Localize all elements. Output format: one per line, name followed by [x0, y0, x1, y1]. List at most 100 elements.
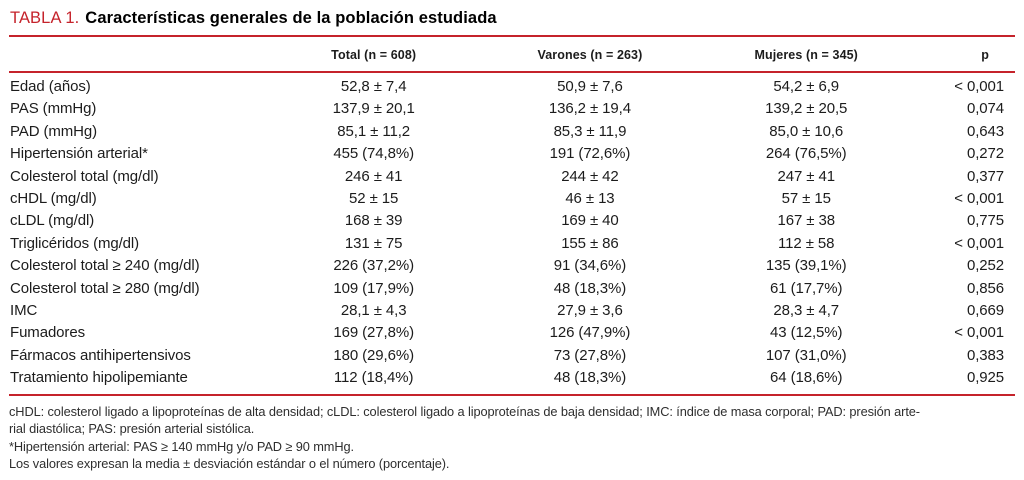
cell-p-value: 0,272: [966, 145, 1004, 163]
cell-varones: 85,3 ± 11,9: [553, 122, 627, 140]
table-row: Tratamiento hipolipemiante 112 (18,4%) 4…: [9, 367, 1015, 394]
footnote-abbreviations-line-1: cHDL: colesterol ligado a lipoproteínas …: [9, 403, 920, 419]
table-body: Edad (años) 52,8 ± 7,4 50,9 ± 7,6 54,2 ±…: [9, 72, 1015, 395]
cell-p-value: 0,856: [966, 279, 1004, 297]
table-row: cHDL (mg/dl) 52 ± 15 46 ± 13 57 ± 15 < 0…: [9, 188, 1015, 210]
row-label: Hipertensión arterial*: [10, 145, 148, 163]
cell-varones: 50,9 ± 7,6: [557, 78, 623, 95]
cell-total: 137,9 ± 20,1: [332, 100, 415, 118]
row-label: Triglicéridos (mg/dl): [10, 234, 140, 252]
cell-mujeres: 135 (39,1%): [765, 257, 847, 275]
cell-varones: 48 (18,3%): [553, 369, 627, 387]
cell-varones: 169 ± 40: [561, 212, 619, 230]
row-label: Colesterol total ≥ 240 (mg/dl): [10, 257, 200, 275]
table-title-text: Características generales de la població…: [85, 9, 497, 27]
row-label: IMC: [10, 302, 38, 320]
cell-mujeres: 57 ± 15: [781, 190, 831, 208]
cell-total: 180 (29,6%): [333, 346, 414, 364]
cell-p-value: < 0,001: [954, 78, 1004, 95]
cell-total: 131 ± 75: [344, 234, 403, 252]
cell-mujeres: 264 (76,5%): [765, 145, 847, 163]
cell-p-value: < 0,001: [954, 190, 1004, 208]
cell-mujeres: 139,2 ± 20,5: [765, 100, 848, 118]
cell-mujeres: 64 (18,6%): [770, 369, 843, 387]
cell-p-value: 0,669: [966, 302, 1004, 320]
cell-varones: 48 (18,3%): [553, 279, 627, 297]
row-label: Tratamiento hipolipemiante: [10, 369, 188, 387]
table-title: TABLA 1. Características generales de la …: [9, 6, 1015, 35]
cell-varones: 155 ± 86: [561, 234, 619, 252]
header-total: Total (n = 608): [265, 35, 482, 73]
cell-total: 168 ± 39: [344, 212, 403, 230]
header-row: Total (n = 608) Varones (n = 263) Mujere…: [9, 35, 1015, 73]
cell-total: 455 (74,8%): [333, 145, 414, 163]
characteristics-table: Total (n = 608) Varones (n = 263) Mujere…: [9, 35, 1015, 396]
cell-mujeres: 107 (31,0%): [765, 346, 847, 364]
cell-p-value: < 0,001: [954, 234, 1004, 252]
table-row: Fumadores 169 (27,8%) 126 (47,9%) 43 (12…: [9, 322, 1015, 344]
table-number-label: TABLA 1.: [10, 9, 80, 27]
table-footnotes: cHDL: colesterol ligado a lipoproteínas …: [9, 403, 1015, 473]
cell-mujeres: 61 (17,7%): [770, 279, 843, 297]
header-p-value: p: [914, 35, 1015, 73]
cell-mujeres: 112 ± 58: [778, 234, 835, 252]
row-label: Fumadores: [10, 324, 85, 342]
table-row: Triglicéridos (mg/dl) 131 ± 75 155 ± 86 …: [9, 233, 1015, 255]
cell-total: 246 ± 41: [344, 167, 403, 185]
header-varones: Varones (n = 263): [481, 35, 699, 73]
cell-p-value: 0,383: [966, 346, 1004, 364]
row-label: PAD (mmHg): [10, 122, 98, 140]
table-row: Hipertensión arterial* 455 (74,8%) 191 (…: [9, 143, 1015, 165]
cell-total: 112 (18,4%): [333, 369, 414, 387]
footnote-values-explanation: Los valores expresan la media ± desviaci…: [9, 455, 450, 471]
footnote-abbreviations-line-2: rial diastólica; PAS: presión arterial s…: [9, 421, 255, 437]
cell-varones: 244 ± 42: [561, 167, 619, 185]
cell-mujeres: 54,2 ± 6,9: [773, 78, 840, 95]
cell-p-value: 0,252: [966, 257, 1004, 275]
cell-total: 226 (37,2%): [333, 257, 414, 275]
cell-varones: 46 ± 13: [565, 190, 615, 208]
cell-p-value: 0,925: [966, 369, 1004, 387]
row-label: cHDL (mg/dl): [10, 190, 97, 208]
table-header: Total (n = 608) Varones (n = 263) Mujere…: [9, 35, 1015, 73]
table-row: PAD (mmHg) 85,1 ± 11,2 85,3 ± 11,9 85,0 …: [9, 121, 1015, 143]
row-label: Colesterol total (mg/dl): [10, 167, 159, 185]
table-row: Colesterol total ≥ 240 (mg/dl) 226 (37,2…: [9, 255, 1015, 277]
table-row: IMC 28,1 ± 4,3 27,9 ± 3,6 28,3 ± 4,7 0,6…: [9, 300, 1015, 322]
row-label: cLDL (mg/dl): [10, 212, 95, 230]
cell-varones: 136,2 ± 19,4: [548, 100, 631, 118]
cell-varones: 73 (27,8%): [553, 346, 627, 364]
cell-p-value: 0,775: [966, 212, 1004, 230]
row-label: Edad (años): [10, 78, 91, 95]
cell-total: 85,1 ± 11,2: [337, 122, 411, 140]
table-row: cLDL (mg/dl) 168 ± 39 169 ± 40 167 ± 38 …: [9, 210, 1015, 232]
cell-total: 52 ± 15: [349, 190, 399, 208]
cell-total: 109 (17,9%): [333, 279, 414, 297]
cell-total: 52,8 ± 7,4: [340, 78, 407, 95]
row-label: Colesterol total ≥ 280 (mg/dl): [10, 279, 200, 297]
header-mujeres: Mujeres (n = 345): [698, 35, 915, 73]
cell-total: 28,1 ± 4,3: [340, 302, 407, 320]
footnote-hypertension-definition: *Hipertensión arterial: PAS ≥ 140 mmHg y…: [9, 438, 354, 454]
cell-total: 169 (27,8%): [333, 324, 414, 342]
cell-p-value: 0,377: [966, 167, 1004, 185]
row-label: PAS (mmHg): [10, 100, 97, 118]
table-row: Colesterol total (mg/dl) 246 ± 41 244 ± …: [9, 166, 1015, 188]
table-row: Colesterol total ≥ 280 (mg/dl) 109 (17,9…: [9, 278, 1015, 300]
row-label: Fármacos antihipertensivos: [10, 346, 191, 364]
cell-p-value: < 0,001: [954, 324, 1004, 342]
cell-p-value: 0,643: [966, 122, 1004, 140]
cell-varones: 191 (72,6%): [549, 145, 631, 163]
header-variable: [9, 35, 266, 73]
cell-mujeres: 167 ± 38: [777, 212, 835, 230]
cell-p-value: 0,074: [966, 100, 1004, 118]
cell-mujeres: 43 (12,5%): [770, 324, 843, 342]
cell-mujeres: 85,0 ± 10,6: [769, 122, 844, 140]
table-row: Fármacos antihipertensivos 180 (29,6%) 7…: [9, 345, 1015, 367]
cell-varones: 126 (47,9%): [549, 324, 631, 342]
table-row: PAS (mmHg) 137,9 ± 20,1 136,2 ± 19,4 139…: [9, 98, 1015, 120]
cell-mujeres: 247 ± 41: [777, 167, 835, 185]
table-row: Edad (años) 52,8 ± 7,4 50,9 ± 7,6 54,2 ±…: [9, 72, 1015, 98]
cell-varones: 91 (34,6%): [553, 257, 627, 275]
